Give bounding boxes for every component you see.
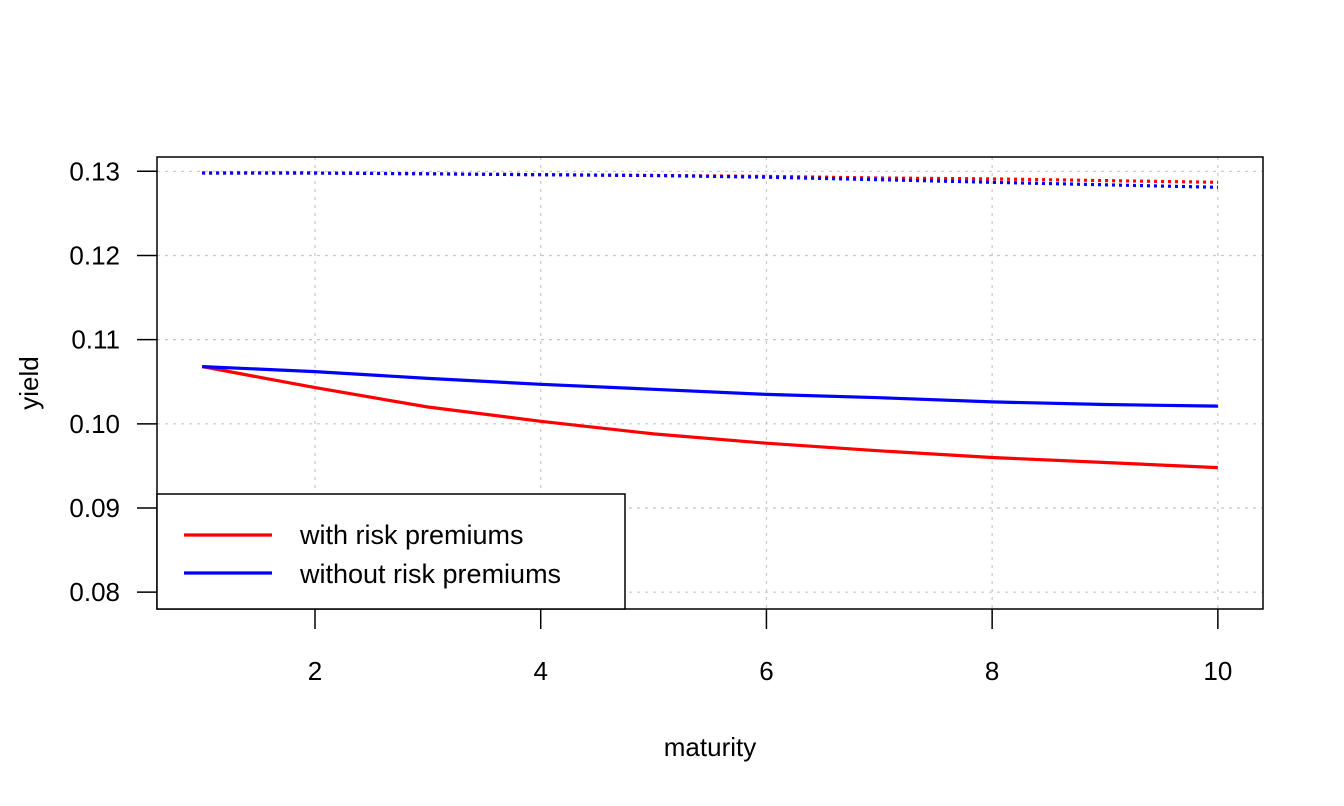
y-tick-label: 0.12 <box>69 240 120 270</box>
y-tick-label: 0.13 <box>69 156 120 186</box>
y-tick-label: 0.09 <box>69 493 120 523</box>
x-tick-label: 2 <box>308 656 322 686</box>
y-tick-label: 0.08 <box>69 577 120 607</box>
series-line-1-solid <box>202 365 1218 408</box>
x-axis-title: maturity <box>664 732 756 762</box>
x-tick-label: 8 <box>985 656 999 686</box>
y-axis: 0.08 0.09 0.10 0.11 0.12 0.13 <box>69 156 157 607</box>
y-tick-label: 0.11 <box>71 325 120 355</box>
x-axis: 2 4 6 8 10 <box>308 609 1232 686</box>
legend: with risk premiums without risk premiums <box>156 493 626 610</box>
series-line-0-solid <box>201 365 1218 470</box>
legend-box <box>156 493 626 610</box>
series-line-3-dotted <box>202 171 1218 189</box>
series-lines <box>201 171 1218 470</box>
plot-frame <box>156 156 1264 610</box>
series-line-2-dotted <box>202 171 1218 184</box>
legend-label-without-risk: without risk premiums <box>299 559 561 589</box>
y-axis-title: yield <box>14 356 44 409</box>
x-tick-label: 6 <box>759 656 773 686</box>
legend-label-with-risk: with risk premiums <box>299 520 524 550</box>
x-tick-label: 4 <box>533 656 547 686</box>
y-tick-label: 0.10 <box>69 409 120 439</box>
x-tick-label: 10 <box>1203 656 1232 686</box>
